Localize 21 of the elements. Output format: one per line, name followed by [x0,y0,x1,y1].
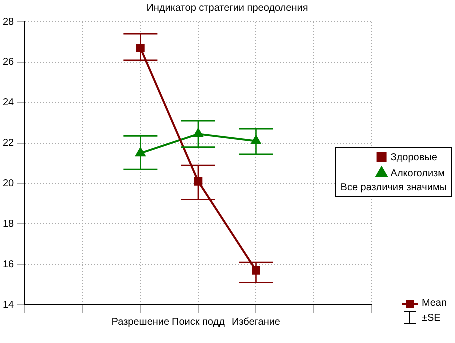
point [252,266,260,275]
y-tick-label: 24 [3,98,15,109]
text: ±SE [422,312,441,324]
chart-title: Индикатор стратегии преодоления [146,2,308,14]
legend-label: Здоровые [390,152,438,164]
y-tick-label: 20 [3,178,15,190]
y-tick-label: 14 [3,300,15,311]
y-tick-label: 22 [3,138,15,150]
annotation: Все различия значимы [340,182,448,194]
x-tick-label: Разрешение [112,316,170,328]
y-tick-label: 28 [3,16,15,28]
y-tick-label: 16 [3,259,15,270]
point [194,128,204,138]
legend-label: Алкоголизм [390,168,446,180]
x-tick-label: Избегание [232,316,281,328]
point [194,178,203,186]
y-tick-label: 26 [3,57,15,68]
text: Mean [422,298,448,309]
x-tick-label: Поиск подд [172,316,226,328]
point [136,44,145,52]
y-tick-label: 18 [3,218,15,230]
